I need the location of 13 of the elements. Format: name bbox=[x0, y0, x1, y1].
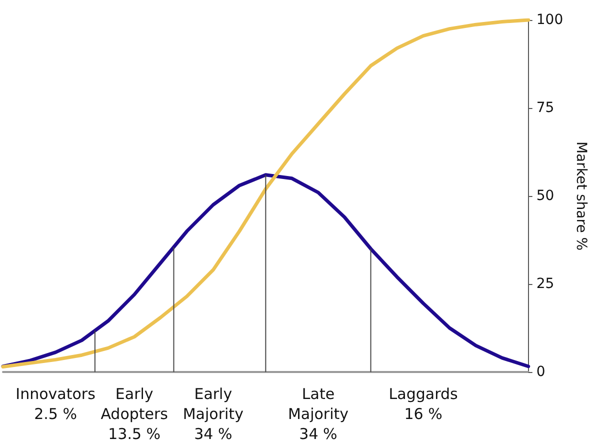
y-tick-label: 0 bbox=[536, 364, 546, 380]
y-axis-title: Market share % bbox=[573, 141, 589, 251]
x-tick-label: Innovators 2.5 % bbox=[16, 385, 96, 423]
y-tick-label: 100 bbox=[536, 12, 564, 28]
x-tick-label: Late Majority 34 % bbox=[288, 385, 349, 443]
x-tick-label: Early Majority 34 % bbox=[182, 385, 244, 443]
x-tick-label: Early Adopters 13.5 % bbox=[100, 385, 168, 443]
line-series bbox=[1, 173, 530, 368]
y-tick-label: 25 bbox=[536, 276, 554, 292]
line-series bbox=[1, 18, 530, 368]
x-tick-label: Laggards 16 % bbox=[388, 385, 458, 423]
y-tick-label: 50 bbox=[536, 188, 554, 204]
y-tick-label: 75 bbox=[536, 100, 554, 116]
